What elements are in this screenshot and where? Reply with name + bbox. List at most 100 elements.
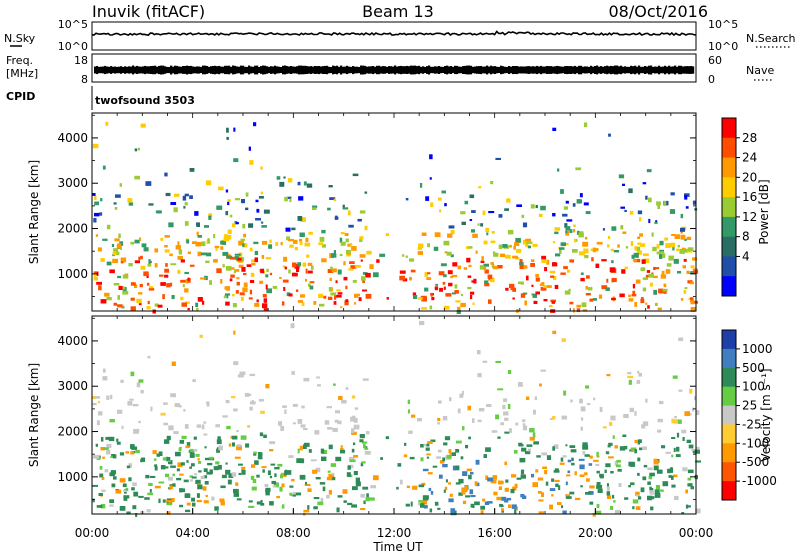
- echo-cell: [430, 491, 434, 495]
- freq-sample: [490, 65, 493, 75]
- echo-cell: [365, 497, 370, 502]
- colorbar-swatch: [722, 348, 736, 369]
- echo-cell: [213, 259, 218, 263]
- echo-cell: [440, 263, 447, 267]
- freq-sample: [318, 66, 321, 75]
- echo-cell: [484, 283, 490, 287]
- echo-cell: [557, 502, 562, 505]
- echo-cell: [554, 479, 560, 482]
- echo-cell: [304, 242, 311, 247]
- echo-cell: [146, 282, 150, 286]
- echo-cell: [328, 490, 332, 495]
- echo-cell: [403, 454, 408, 458]
- echo-cell: [455, 482, 461, 485]
- echo-cell: [313, 497, 320, 500]
- echo-cell: [555, 253, 561, 257]
- echo-cell: [226, 425, 231, 430]
- echo-cell: [147, 263, 152, 267]
- power-scatter: [92, 121, 699, 314]
- echo-cell: [659, 254, 663, 259]
- echo-cell: [620, 225, 624, 230]
- freq-sample: [354, 66, 357, 74]
- echo-cell: [687, 247, 694, 251]
- echo-cell: [657, 205, 660, 210]
- echo-cell: [263, 209, 270, 214]
- echo-cell: [299, 232, 305, 238]
- echo-cell: [568, 288, 571, 291]
- freq-sample: [172, 66, 175, 74]
- echo-cell: [302, 262, 307, 267]
- freq-sample: [372, 66, 375, 75]
- echo-cell: [253, 451, 257, 454]
- echo-cell: [254, 250, 259, 255]
- echo-cell: [579, 464, 585, 470]
- echo-cell: [349, 261, 355, 264]
- echo-cell: [248, 146, 251, 151]
- echo-cell: [278, 421, 283, 426]
- echo-cell: [117, 409, 123, 414]
- freq-sample: [556, 65, 559, 75]
- echo-cell: [694, 449, 700, 454]
- echo-cell: [199, 334, 203, 338]
- echo-cell: [283, 176, 286, 179]
- echo-cell: [570, 399, 573, 403]
- echo-cell: [470, 503, 475, 508]
- colorbar-tick-label: 25: [742, 399, 757, 413]
- echo-cell: [333, 383, 336, 386]
- echo-cell: [549, 488, 556, 491]
- echo-cell: [629, 462, 636, 467]
- freq-sample: [136, 65, 139, 74]
- echo-cell: [624, 497, 629, 500]
- freq-sample: [572, 66, 575, 74]
- freq-sample: [254, 65, 257, 75]
- echo-cell: [318, 303, 325, 307]
- echo-cell: [531, 259, 535, 262]
- echo-cell: [256, 299, 259, 303]
- echo-cell: [341, 399, 347, 404]
- echo-cell: [203, 433, 208, 436]
- echo-cell: [195, 479, 201, 485]
- echo-cell: [634, 449, 637, 454]
- echo-cell: [455, 449, 460, 453]
- echo-cell: [330, 477, 336, 481]
- echo-cell: [452, 465, 457, 471]
- echo-cell: [498, 480, 503, 485]
- echo-cell: [368, 497, 375, 501]
- echo-cell: [465, 444, 469, 449]
- echo-cell: [100, 504, 106, 509]
- echo-cell: [205, 260, 210, 264]
- echo-cell: [482, 210, 486, 216]
- freq-sample: [156, 66, 159, 74]
- echo-cell: [418, 484, 425, 488]
- echo-cell: [674, 416, 677, 419]
- echo-cell: [262, 294, 267, 298]
- echo-cell: [183, 409, 186, 412]
- nsearch-tick-top: 10^5: [708, 18, 738, 31]
- freq-sample: [350, 66, 353, 74]
- colorbar-tick-label: 12: [742, 210, 757, 224]
- echo-cell: [334, 295, 337, 300]
- freq-sample: [536, 65, 539, 75]
- echo-cell: [358, 297, 362, 302]
- echo-cell: [318, 293, 323, 298]
- echo-cell: [632, 259, 638, 262]
- echo-cell: [209, 280, 212, 285]
- echo-cell: [176, 468, 180, 472]
- freq-sample: [646, 66, 649, 74]
- freq-sample: [498, 66, 501, 73]
- freq-sample: [336, 65, 339, 75]
- freq-sample: [152, 65, 155, 75]
- echo-cell: [606, 491, 611, 496]
- echo-cell: [193, 449, 198, 452]
- echo-cell: [660, 251, 665, 254]
- echo-cell: [295, 289, 299, 292]
- freq-sample: [502, 66, 505, 74]
- echo-cell: [649, 472, 655, 477]
- echo-cell: [366, 250, 372, 255]
- echo-cell: [640, 298, 645, 304]
- echo-cell: [281, 301, 285, 306]
- echo-cell: [118, 233, 121, 238]
- echo-cell: [687, 280, 693, 284]
- echo-cell: [113, 202, 117, 205]
